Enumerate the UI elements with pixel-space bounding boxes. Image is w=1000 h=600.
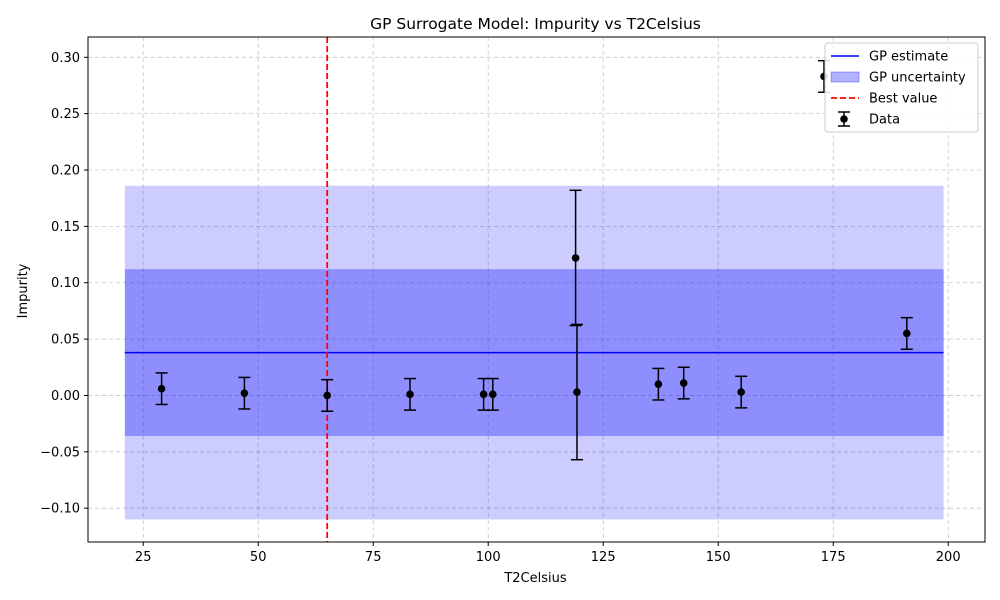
data-marker [679, 379, 688, 387]
data-point [652, 367, 665, 401]
data-marker [737, 388, 745, 396]
plot-frame [87, 36, 986, 543]
x-axis-ticks: 25 50 75 100 125 150 175 200 [135, 542, 961, 565]
data-marker [157, 384, 166, 393]
legend-label-gp-estimate: GP estimate [869, 50, 948, 65]
y-tick-label: 0.00 [51, 389, 80, 404]
y-tick-label: 0.05 [51, 333, 80, 348]
data-point [570, 323, 583, 461]
data-marker [406, 390, 414, 399]
y-tick-label: 0.30 [51, 51, 80, 66]
x-tick-label: 200 [936, 550, 961, 565]
x-tick-label: 100 [476, 550, 501, 565]
legend-swatch-gp-uncertainty [830, 71, 860, 83]
x-axis-label: T2Celsius [503, 571, 567, 586]
data-marker [654, 380, 663, 388]
x-tick-label: 75 [365, 550, 382, 565]
x-tick-label: 25 [135, 550, 152, 565]
data-marker [240, 389, 249, 398]
data-point [900, 316, 913, 350]
legend-label-gp-uncertainty: GP uncertainty [869, 71, 966, 86]
data-point [155, 372, 168, 406]
data-marker [479, 390, 488, 399]
legend-label-data: Data [869, 113, 900, 128]
y-tick-label: 0.10 [51, 276, 80, 291]
y-tick-label: 0.20 [51, 164, 80, 179]
grid-lines [88, 37, 985, 542]
data-point [238, 376, 251, 410]
data-marker [323, 391, 332, 400]
data-marker [903, 329, 911, 338]
chart-title: GP Surrogate Model: Impurity vs T2Celsiu… [370, 15, 701, 33]
data-marker [489, 390, 497, 399]
x-tick-label: 50 [250, 550, 267, 565]
data-point [735, 375, 748, 409]
legend-label-best-value: Best value [869, 92, 937, 107]
y-tick-label: 0.25 [51, 107, 80, 122]
legend-box [824, 42, 979, 133]
data-marker [571, 254, 580, 262]
axes-frame [87, 36, 986, 543]
legend-swatch-data [838, 111, 850, 127]
x-tick-label: 125 [591, 550, 616, 565]
legend-data-marker-dot [840, 115, 848, 123]
x-tick-label: 175 [821, 550, 846, 565]
chart-legend: GP estimate GP uncertainty Best value Da… [824, 42, 979, 133]
data-point [404, 377, 416, 411]
data-point [486, 377, 499, 411]
y-tick-label: −0.10 [40, 502, 80, 517]
data-points-layer [155, 59, 913, 461]
y-axis-ticks: −0.10 −0.05 0.00 0.05 0.10 0.15 0.20 0.25 0.30 [40, 51, 88, 517]
data-marker [573, 388, 581, 396]
x-tick-label: 150 [706, 550, 731, 565]
y-tick-label: −0.05 [40, 445, 80, 460]
y-tick-label: 0.15 [51, 220, 80, 235]
y-axis-label: Impurity [16, 263, 31, 318]
data-point [677, 366, 690, 400]
data-point [321, 378, 334, 412]
data-point [569, 189, 582, 327]
